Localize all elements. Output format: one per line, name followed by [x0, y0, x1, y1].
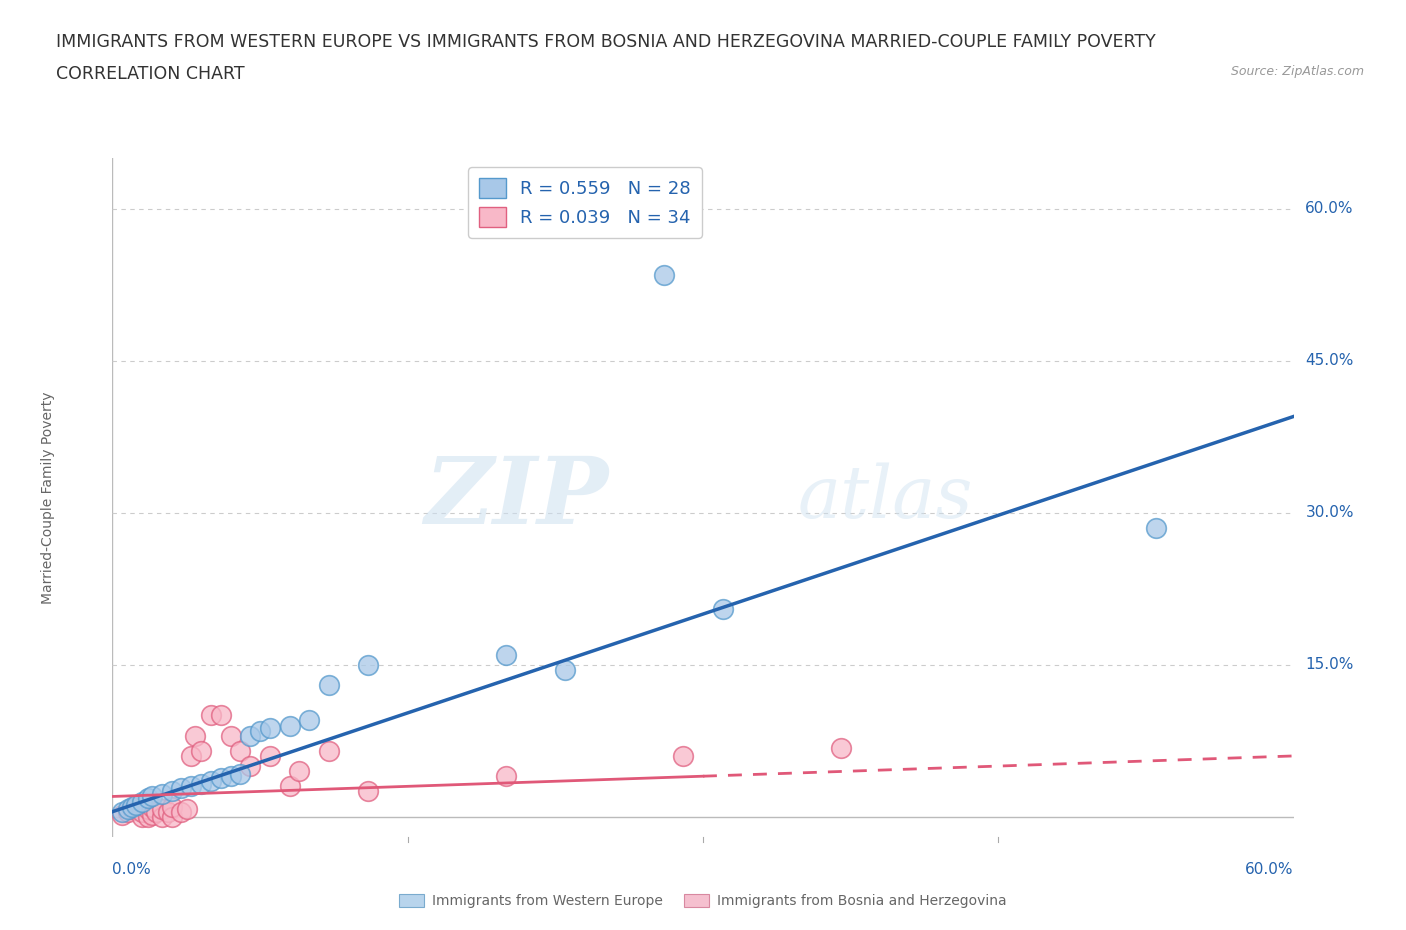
Point [131, 794, 153, 809]
Legend: Immigrants from Western Europe, Immigrants from Bosnia and Herzegovina: Immigrants from Western Europe, Immigran… [394, 889, 1012, 914]
Point [239, 728, 262, 743]
Point [141, 799, 163, 814]
Point [170, 781, 193, 796]
Point [239, 759, 262, 774]
Point [136, 801, 159, 816]
Point [298, 713, 321, 728]
Point [176, 801, 198, 816]
Point [219, 769, 242, 784]
Point [141, 789, 163, 804]
Point [200, 708, 222, 723]
Point [318, 678, 340, 693]
Point [495, 769, 517, 784]
Point [318, 743, 340, 758]
Point [150, 801, 173, 816]
Point [652, 267, 675, 282]
Point [209, 708, 232, 723]
Text: 60.0%: 60.0% [1246, 862, 1294, 877]
Point [1144, 521, 1167, 536]
Point [121, 801, 143, 816]
Point [259, 749, 281, 764]
Point [150, 809, 173, 824]
Point [184, 728, 207, 743]
Text: IMMIGRANTS FROM WESTERN EUROPE VS IMMIGRANTS FROM BOSNIA AND HERZEGOVINA MARRIED: IMMIGRANTS FROM WESTERN EUROPE VS IMMIGR… [56, 33, 1156, 50]
Point [357, 658, 380, 672]
Point [121, 799, 143, 814]
Text: 60.0%: 60.0% [1305, 201, 1354, 217]
Point [111, 804, 134, 819]
Point [278, 718, 301, 733]
Point [136, 791, 159, 806]
Point [495, 647, 517, 662]
Point [141, 807, 163, 822]
Point [117, 804, 139, 819]
Point [249, 724, 271, 738]
Point [111, 807, 134, 822]
Point [160, 809, 183, 824]
Point [190, 777, 212, 791]
Point [160, 784, 183, 799]
Point [180, 749, 202, 764]
Point [229, 766, 252, 781]
Text: atlas: atlas [797, 462, 973, 533]
Point [229, 743, 252, 758]
Legend: R = 0.559   N = 28, R = 0.039   N = 34: R = 0.559 N = 28, R = 0.039 N = 34 [468, 167, 702, 237]
Point [357, 784, 380, 799]
Text: 45.0%: 45.0% [1305, 353, 1354, 368]
Point [200, 774, 222, 789]
Text: Married-Couple Family Poverty: Married-Couple Family Poverty [41, 392, 55, 604]
Point [156, 804, 179, 819]
Text: 30.0%: 30.0% [1305, 505, 1354, 520]
Point [131, 804, 153, 819]
Point [117, 801, 139, 816]
Point [125, 799, 148, 814]
Point [136, 809, 159, 824]
Point [259, 720, 281, 735]
Point [830, 740, 852, 755]
Text: 15.0%: 15.0% [1305, 658, 1354, 672]
Point [125, 797, 148, 812]
Text: ZIP: ZIP [425, 453, 609, 542]
Point [288, 764, 311, 778]
Text: CORRELATION CHART: CORRELATION CHART [56, 65, 245, 83]
Point [190, 743, 212, 758]
Point [209, 771, 232, 786]
Point [170, 804, 193, 819]
Point [554, 662, 576, 677]
Text: 0.0%: 0.0% [112, 862, 152, 877]
Point [150, 787, 173, 802]
Point [131, 809, 153, 824]
Point [672, 749, 695, 764]
Point [278, 779, 301, 794]
Point [160, 799, 183, 814]
Point [180, 779, 202, 794]
Point [145, 804, 167, 819]
Text: Source: ZipAtlas.com: Source: ZipAtlas.com [1230, 65, 1364, 78]
Point [711, 602, 734, 617]
Point [219, 728, 242, 743]
